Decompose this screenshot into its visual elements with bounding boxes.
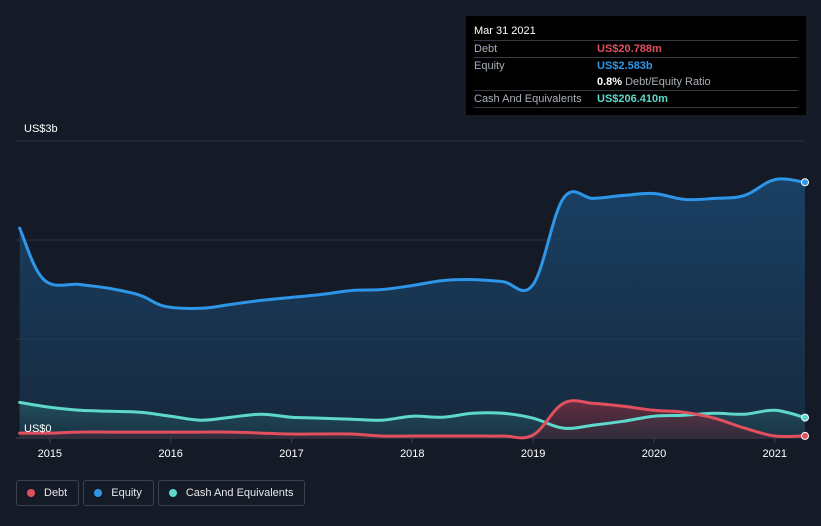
debt-area [19,400,806,438]
x-tick-label: 2016 [158,448,182,460]
legend-label-equity: Equity [111,487,142,499]
series-lines [18,177,809,440]
x-tick-label: 2017 [279,448,303,460]
y-axis-label-top: US$3b [24,123,58,135]
cash-line [18,400,807,430]
legend-dot-debt [27,489,35,497]
tooltip-row-equity: Equity US$2.583b [474,58,798,74]
x-tick-label: 2020 [642,448,666,460]
legend-item-equity[interactable]: Equity [83,480,154,506]
equity-end-point [801,178,809,187]
x-axis: 2015 2016 2017 2018 2019 2020 2021 [38,438,787,460]
legend-label-cash: Cash And Equivalents [185,487,294,499]
tooltip-debt-value: US$20.788m [597,43,662,55]
tooltip-debt-label: Debt [474,43,498,55]
tooltip-ratio-spacer [474,74,597,90]
tooltip-ratio-label: Debt/Equity Ratio [625,76,711,88]
y-axis-label-bottom: US$0 [24,423,52,435]
tooltip-row-cash: Cash And Equivalents US$206.410m [474,91,798,108]
x-tick-label: 2018 [400,448,424,460]
debt-line [18,399,807,440]
legend-dot-equity [94,489,103,497]
legend-label-debt: Debt [44,487,68,499]
tooltip-cash-value: US$206.410m [597,93,668,105]
debt-end-point [801,431,809,440]
legend-dot-cash [168,489,177,497]
x-tick-label: 2021 [763,448,787,460]
tooltip-row-ratio: 0.8% Debt/Equity Ratio [474,74,798,91]
x-tick-label: 2019 [521,448,545,460]
equity-area [19,178,806,439]
legend-item-cash[interactable]: Cash And Equivalents [157,480,306,506]
tooltip-row-debt: Debt US$20.788m [474,41,798,58]
series-areas [19,178,806,439]
equity-line [18,177,807,310]
data-tooltip: Mar 31 2021 Debt US$20.788m Equity US$2.… [466,16,806,115]
tooltip-equity-label: Equity [474,60,505,72]
tooltip-equity-value: US$2.583b [597,60,653,72]
cash-end-point [801,413,809,422]
legend-item-debt[interactable]: Debt [16,480,80,506]
tooltip-cash-label: Cash And Equivalents [474,93,582,105]
chart-legend: Debt Equity Cash And Equivalents [16,480,306,506]
tooltip-date: Mar 31 2021 [474,23,798,41]
x-tick-label: 2015 [38,448,62,460]
tooltip-ratio-value: 0.8% [597,76,623,88]
